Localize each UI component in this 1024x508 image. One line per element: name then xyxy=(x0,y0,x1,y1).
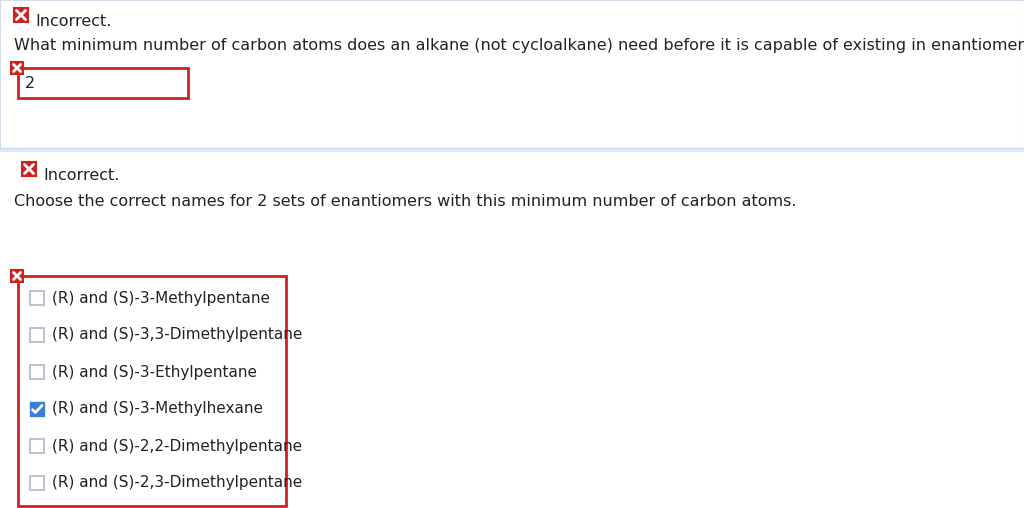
Bar xyxy=(11,270,23,282)
Text: (R) and (S)-2,3-Dimethylpentane: (R) and (S)-2,3-Dimethylpentane xyxy=(52,475,302,491)
Bar xyxy=(11,270,23,282)
Text: (R) and (S)-2,2-Dimethylpentane: (R) and (S)-2,2-Dimethylpentane xyxy=(52,438,302,454)
Text: 2: 2 xyxy=(25,76,35,90)
Bar xyxy=(30,402,44,416)
Bar xyxy=(0,151,1024,508)
Text: (R) and (S)-3-Ethylpentane: (R) and (S)-3-Ethylpentane xyxy=(52,365,257,379)
Bar xyxy=(30,291,44,305)
Text: (R) and (S)-3,3-Dimethylpentane: (R) and (S)-3,3-Dimethylpentane xyxy=(52,328,302,342)
Text: (R) and (S)-3-Methylhexane: (R) and (S)-3-Methylhexane xyxy=(52,401,263,417)
Bar xyxy=(30,439,44,453)
Bar xyxy=(0,0,1024,148)
Bar xyxy=(30,476,44,490)
Bar xyxy=(0,151,1024,508)
Text: What minimum number of carbon atoms does an alkane (not cycloalkane) need before: What minimum number of carbon atoms does… xyxy=(14,38,1024,53)
Bar xyxy=(22,162,36,176)
Bar xyxy=(11,62,23,74)
Bar xyxy=(14,8,28,22)
Text: Incorrect.: Incorrect. xyxy=(35,15,112,29)
Bar xyxy=(22,162,36,176)
Bar xyxy=(18,68,188,98)
Bar xyxy=(30,365,44,379)
Text: (R) and (S)-3-Methylpentane: (R) and (S)-3-Methylpentane xyxy=(52,291,270,305)
Bar xyxy=(11,62,23,74)
Bar xyxy=(14,8,28,22)
Bar xyxy=(18,276,286,506)
Text: Choose the correct names for 2 sets of enantiomers with this minimum number of c: Choose the correct names for 2 sets of e… xyxy=(14,194,797,209)
Bar xyxy=(0,0,1024,148)
Bar xyxy=(30,328,44,342)
Text: Incorrect.: Incorrect. xyxy=(43,169,120,183)
